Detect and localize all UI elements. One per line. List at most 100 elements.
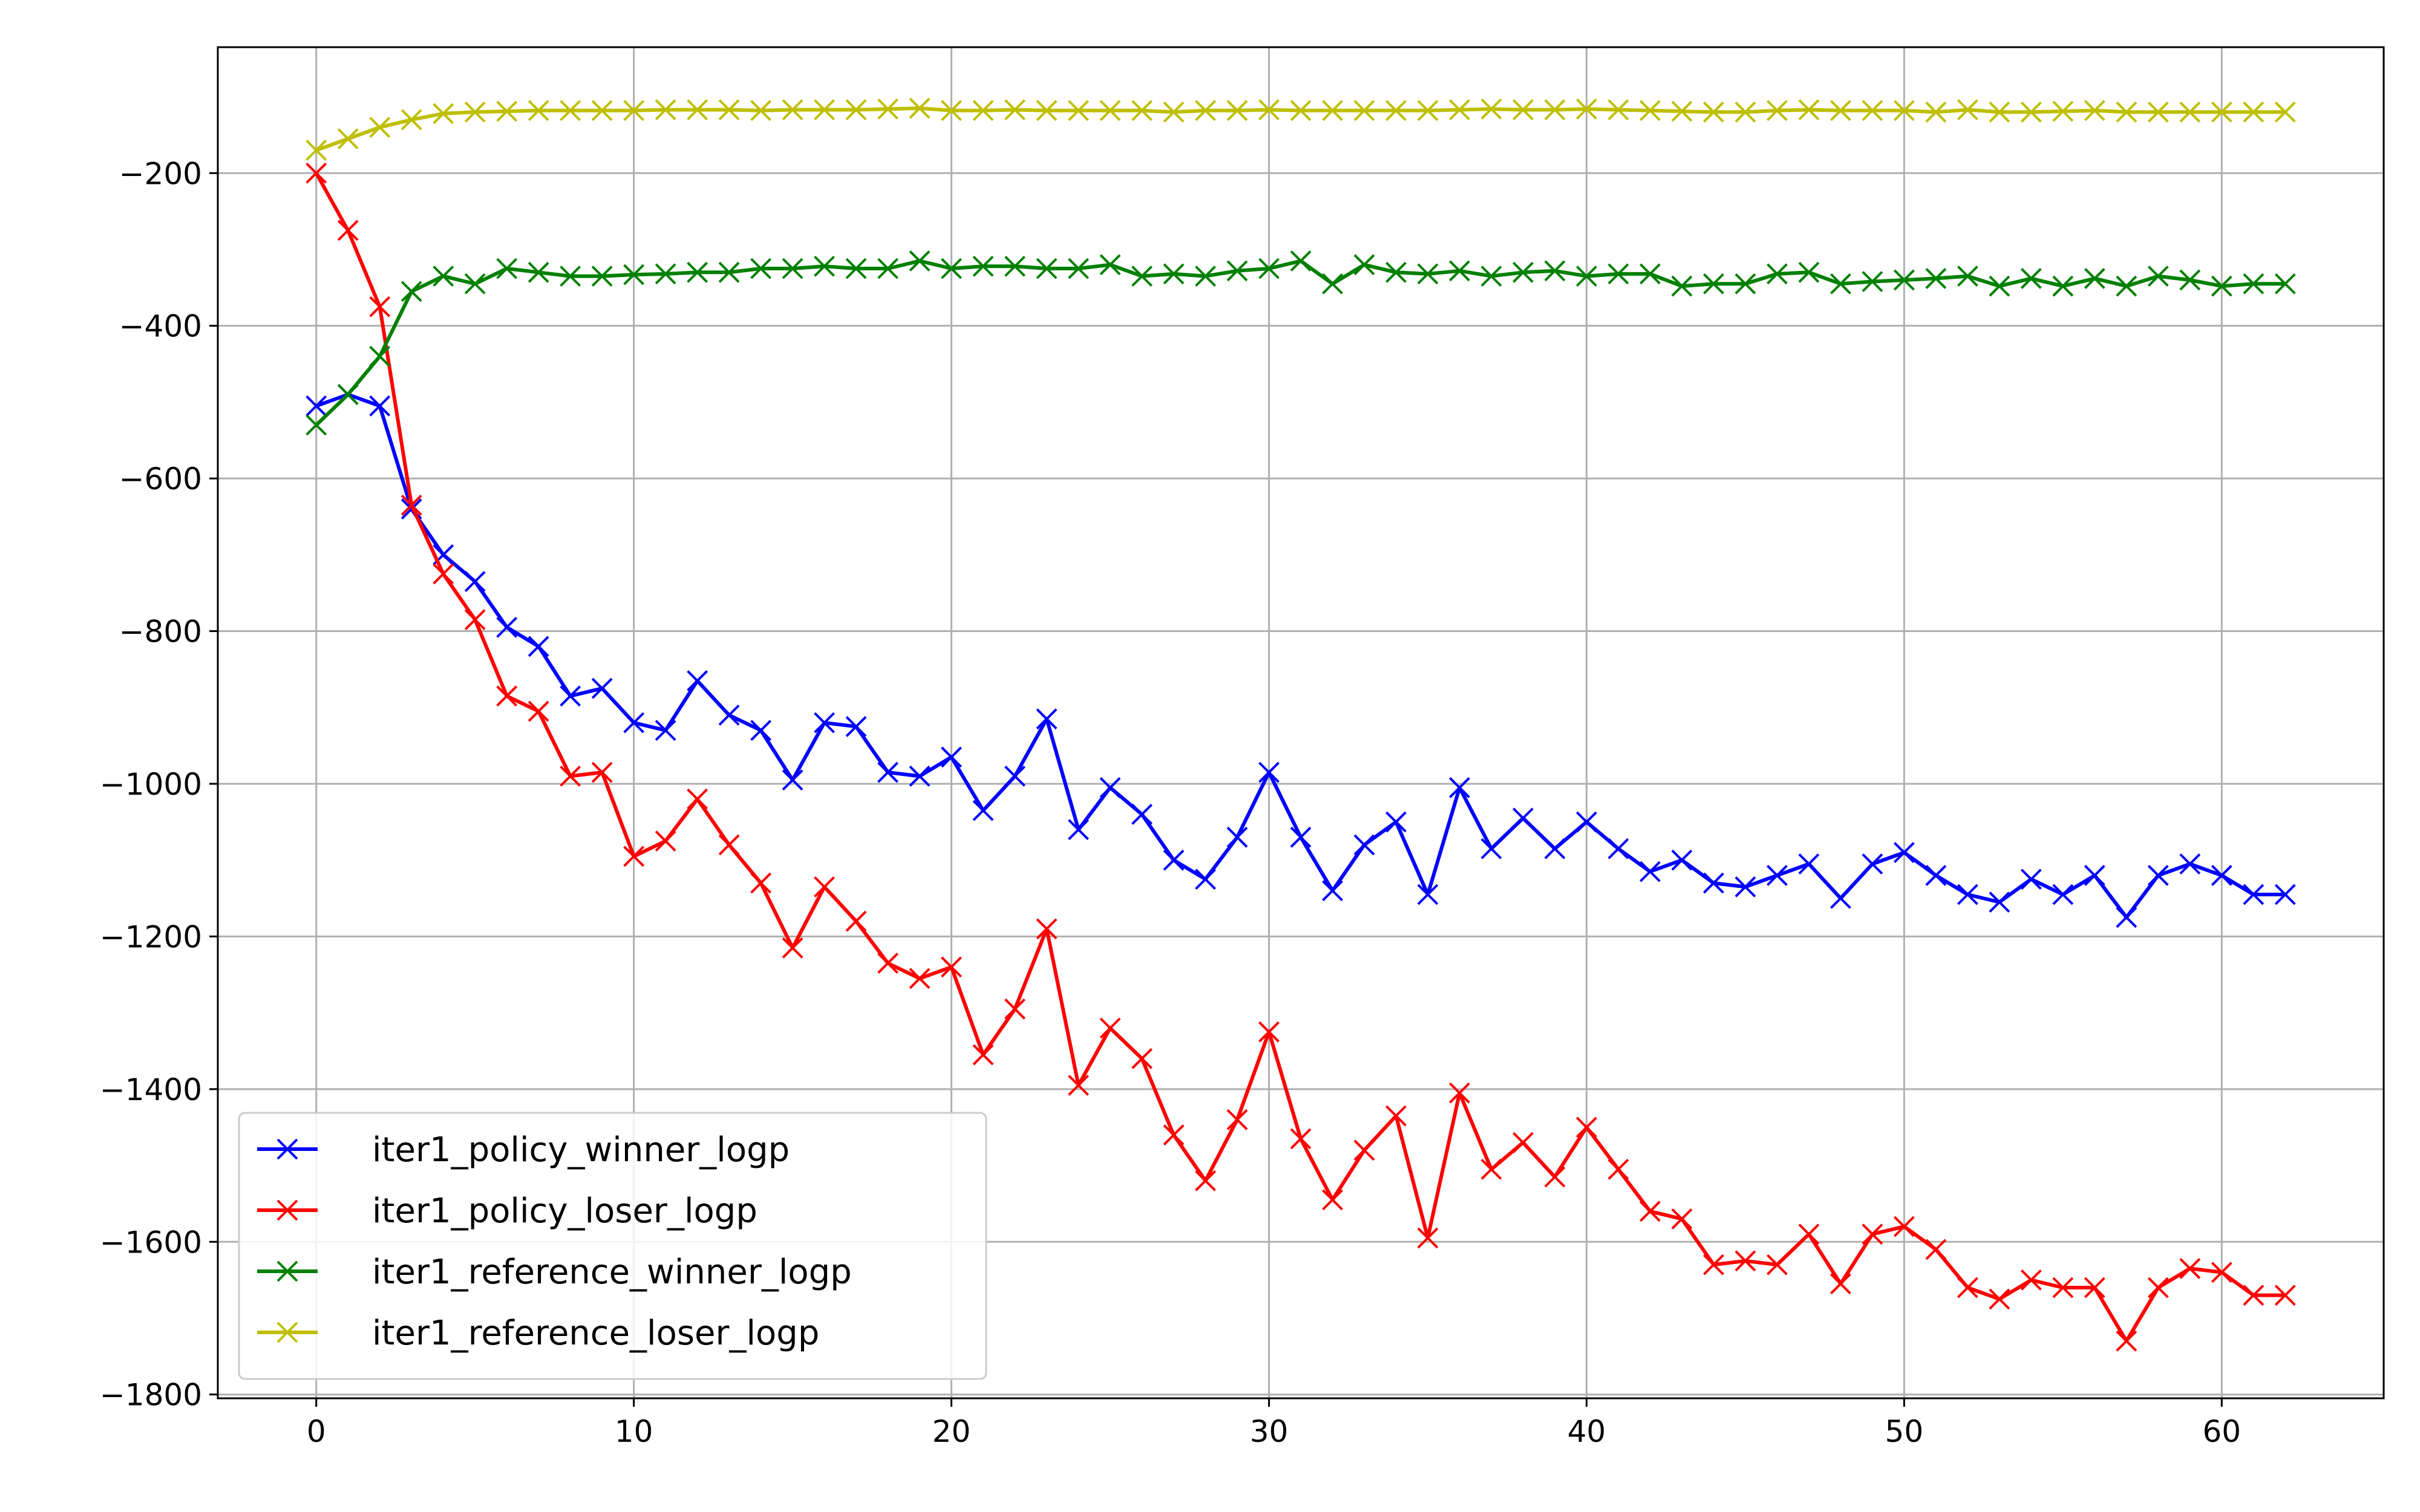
- data-point-marker: [2243, 101, 2265, 123]
- data-point-marker: [2274, 884, 2296, 905]
- data-point-marker: [2274, 273, 2296, 295]
- legend-swatch-marker: [276, 1138, 298, 1160]
- data-point-marker: [1607, 263, 1629, 285]
- data-point-marker: [655, 830, 676, 852]
- data-point-marker: [591, 677, 613, 699]
- data-point-marker: [941, 100, 962, 122]
- data-point-marker: [2147, 266, 2169, 287]
- data-point-marker: [2020, 268, 2042, 289]
- data-point-marker: [782, 258, 803, 279]
- data-point-marker: [1893, 842, 1915, 863]
- data-point-marker: [623, 100, 645, 122]
- data-point-marker: [2020, 868, 2042, 890]
- data-point-marker: [2211, 1262, 2232, 1283]
- data-point-marker: [909, 968, 930, 989]
- data-point-marker: [2084, 1277, 2105, 1299]
- data-point-marker: [877, 258, 899, 279]
- data-point-marker: [369, 345, 391, 367]
- legend-swatch-marker: [276, 1321, 298, 1343]
- data-point-marker: [1068, 100, 1089, 122]
- data-point-marker: [528, 100, 549, 122]
- data-point-marker: [1099, 777, 1121, 798]
- legend-entry: iter1_reference_loser_logp: [257, 1314, 819, 1353]
- data-point-marker: [2211, 865, 2232, 886]
- data-point-marker: [687, 670, 708, 691]
- data-point-marker: [1099, 1017, 1121, 1039]
- data-point-marker: [1512, 1132, 1534, 1153]
- data-point-marker: [1036, 918, 1058, 940]
- data-point-marker: [2274, 1285, 2296, 1306]
- plot-frame: [217, 46, 2385, 1400]
- data-point-marker: [1004, 765, 1025, 787]
- data-point-marker: [401, 494, 422, 516]
- data-point-marker: [1131, 1048, 1153, 1069]
- data-point-marker: [1290, 250, 1312, 272]
- data-point-marker: [1099, 100, 1121, 122]
- data-point-marker: [2243, 1285, 2265, 1306]
- data-point-marker: [1322, 880, 1343, 902]
- data-point-marker: [623, 712, 645, 734]
- data-point-marker: [1830, 887, 1851, 909]
- data-point-marker: [1735, 273, 1756, 295]
- data-point-marker: [1226, 260, 1248, 282]
- data-point-marker: [1226, 826, 1248, 848]
- data-point-marker: [1322, 1189, 1343, 1211]
- data-point-marker: [1766, 1254, 1788, 1276]
- data-point-marker: [1480, 266, 1502, 287]
- data-point-marker: [1131, 804, 1153, 825]
- legend: iter1_policy_winner_logp iter1_policy_los…: [238, 1112, 987, 1380]
- data-point-marker: [1449, 260, 1470, 282]
- data-point-marker: [1385, 1105, 1407, 1127]
- data-point-marker: [1798, 261, 1820, 283]
- data-point-marker: [1290, 1128, 1312, 1150]
- data-point-marker: [877, 98, 899, 120]
- data-point-marker: [433, 103, 454, 125]
- data-point-marker: [782, 769, 803, 791]
- data-point-marker: [1607, 99, 1629, 120]
- data-point-marker: [909, 250, 930, 272]
- data-point-marker: [1480, 98, 1502, 120]
- data-point-marker: [1893, 100, 1915, 122]
- data-point-marker: [1925, 101, 1947, 123]
- data-point-marker: [1702, 872, 1724, 894]
- data-point-marker: [845, 99, 867, 120]
- data-point-marker: [2116, 275, 2137, 297]
- data-point-marker: [1131, 100, 1153, 122]
- data-point-marker: [687, 788, 708, 810]
- data-point-marker: [1449, 1082, 1470, 1104]
- data-point-marker: [1290, 100, 1312, 122]
- data-point-marker: [2274, 101, 2296, 123]
- data-point-marker: [2084, 865, 2105, 886]
- data-point-marker: [369, 296, 391, 318]
- data-point-marker: [591, 266, 613, 287]
- data-point-marker: [2020, 101, 2042, 123]
- data-point-marker: [2179, 269, 2201, 291]
- legend-entry: iter1_reference_winner_logp: [257, 1253, 852, 1292]
- y-tick-label: −1000: [100, 767, 202, 802]
- data-point-marker: [2179, 1258, 2201, 1279]
- data-point-marker: [1353, 1139, 1375, 1161]
- data-point-marker: [1735, 101, 1756, 123]
- data-point-marker: [337, 220, 359, 241]
- data-point-marker: [1925, 268, 1947, 289]
- data-point-marker: [1957, 1277, 1978, 1299]
- data-point-marker: [401, 281, 422, 302]
- data-point-marker: [2052, 275, 2074, 297]
- data-point-marker: [306, 162, 327, 184]
- data-point-marker: [2179, 101, 2201, 123]
- y-tick-label: −200: [119, 156, 202, 191]
- data-point-marker: [591, 761, 613, 783]
- data-point-marker: [1480, 838, 1502, 859]
- data-point-marker: [1862, 100, 1883, 122]
- data-point-marker: [1798, 99, 1820, 120]
- y-tick-label: −600: [119, 461, 202, 497]
- data-point-marker: [750, 872, 772, 894]
- data-point-marker: [1036, 100, 1058, 122]
- data-point-marker: [337, 383, 359, 405]
- data-point-marker: [1925, 1239, 1947, 1260]
- data-point-marker: [972, 100, 994, 122]
- data-point-marker: [1544, 1166, 1566, 1188]
- data-point-marker: [718, 704, 740, 726]
- legend-entry: iter1_policy_loser_logp: [257, 1191, 757, 1231]
